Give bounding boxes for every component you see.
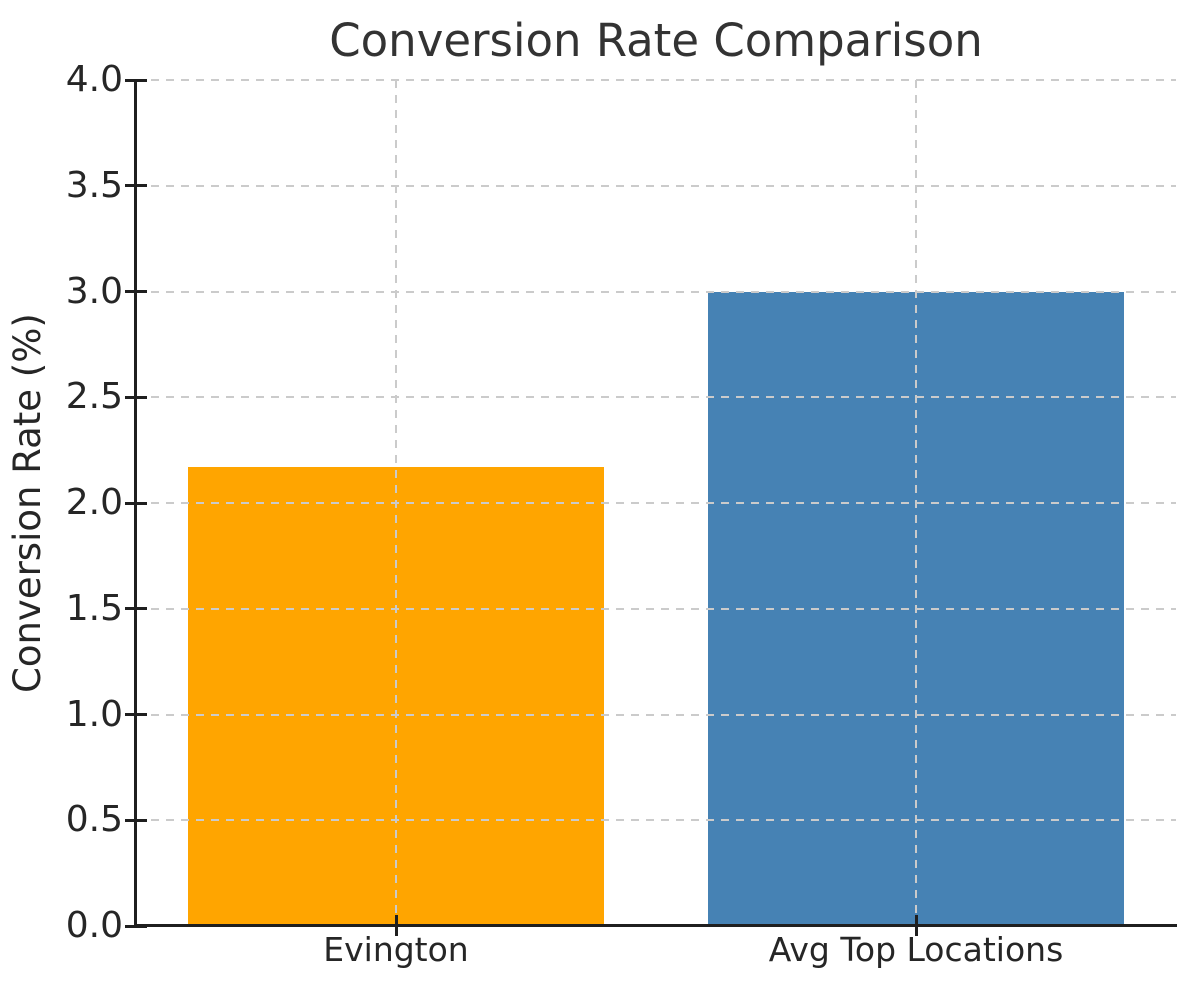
y-tick-0.0 [125,924,147,928]
y-tick-4.0 [125,78,147,82]
plot-area [136,79,1176,926]
v-gridline-1 [395,80,397,926]
x-tick-label-1: Evington [323,930,469,969]
y-tick-0.5 [125,818,147,822]
bottom-spine [134,924,1177,927]
v-gridline-2 [915,80,917,926]
y-tick-2.5 [125,395,147,399]
y-axis-label: Conversion Rate (%) [6,313,49,693]
h-gridline-2.0 [136,502,1176,504]
y-tick-1.0 [125,713,147,716]
h-gridline-0.5 [136,819,1176,822]
h-gridline-2.5 [136,396,1176,399]
x-tick-1 [394,915,398,936]
h-gridline-3.5 [136,184,1176,187]
chart-title: Conversion Rate Comparison [329,14,983,67]
h-gridline-3.0 [136,290,1176,293]
y-tick-3.5 [125,184,147,188]
x-tick-2 [914,915,918,936]
y-tick-label-0.5: 0.5 [65,799,123,841]
y-tick-label-3.0: 3.0 [65,270,123,312]
y-tick-label-2.5: 2.5 [65,376,123,418]
h-gridline-4.0 [136,79,1176,81]
y-tick-1.5 [125,607,147,611]
y-tick-label-1.5: 1.5 [65,587,123,629]
x-tick-label-2: Avg Top Locations [768,930,1064,969]
h-gridline-1.0 [136,713,1176,716]
y-tick-label-1.0: 1.0 [65,693,123,735]
y-tick-label-0.0: 0.0 [65,905,123,946]
y-tick-label-4.0: 4.0 [65,59,123,100]
y-tick-label-3.5: 3.5 [65,164,123,206]
y-tick-2.0 [125,501,147,505]
y-tick-3.0 [125,290,147,293]
y-tick-label-2.0: 2.0 [65,482,123,523]
h-gridline-1.5 [136,607,1176,610]
